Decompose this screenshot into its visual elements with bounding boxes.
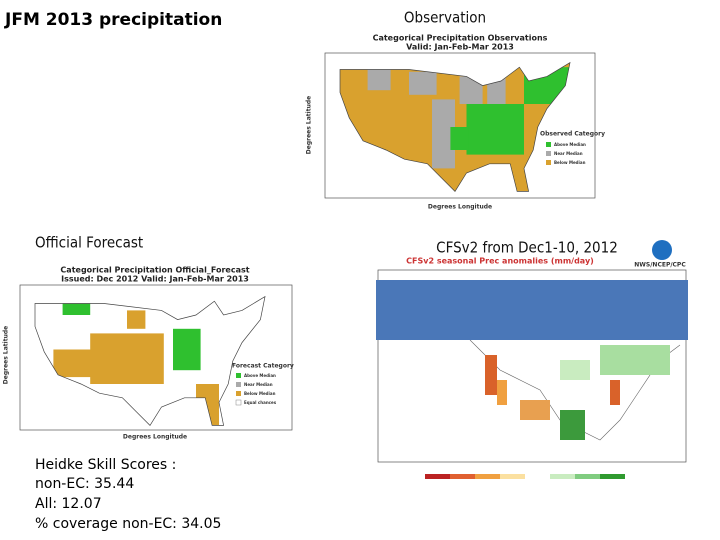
cfsv2-map: CFSv2 seasonal Prec anomalies (mm/day) N…: [376, 257, 688, 479]
caption: Observation: [404, 9, 486, 27]
legend-title: Observed Category: [540, 131, 605, 138]
legend-label: Above Median: [244, 373, 276, 378]
skill-heading: Heidke Skill Scores :: [35, 457, 176, 473]
legend-label: Equal chances: [244, 400, 277, 405]
caption: CFSv2 from Dec1-10, 2012: [436, 239, 618, 257]
caption: Official Forecast: [35, 234, 143, 252]
legend-label: Near Median: [554, 151, 583, 156]
credit: NWS/NCEP/CPC: [634, 262, 686, 269]
slide-title: JFM 2013 precipitation: [4, 10, 222, 30]
x-label: Degrees Longitude: [123, 434, 187, 441]
map-subtitle: Valid: Jan-Feb-Mar 2013: [406, 43, 514, 52]
legend-label: Below Median: [244, 391, 276, 396]
official-map: Categorical Precipitation Official_Forec…: [3, 266, 294, 441]
y-label: Degrees Latitude: [306, 96, 313, 154]
skill-line: non-EC: 35.44: [35, 476, 134, 492]
colorbar: [425, 474, 625, 479]
legend-title: Forecast Category: [232, 363, 294, 370]
x-label: Degrees Longitude: [428, 204, 492, 211]
observation-map: Categorical Precipitation Observations V…: [303, 28, 605, 215]
noaa-logo: [652, 240, 672, 260]
map-title: CFSv2 seasonal Prec anomalies (mm/day): [406, 257, 594, 266]
map-subtitle: Issued: Dec 2012 Valid: Jan-Feb-Mar 2013: [61, 275, 249, 284]
legend-label: Below Median: [554, 160, 586, 165]
skill-line: % coverage non-EC: 34.05: [35, 516, 221, 532]
legend-label: Above Median: [554, 142, 586, 147]
y-label: Degrees Latitude: [3, 326, 10, 384]
overlay-box: [376, 280, 688, 340]
legend-label: Near Median: [244, 382, 273, 387]
skill-line: All: 12.07: [35, 496, 102, 512]
map-title: Categorical Precipitation Observations: [373, 34, 548, 43]
map-title: Categorical Precipitation Official_Forec…: [60, 266, 249, 275]
